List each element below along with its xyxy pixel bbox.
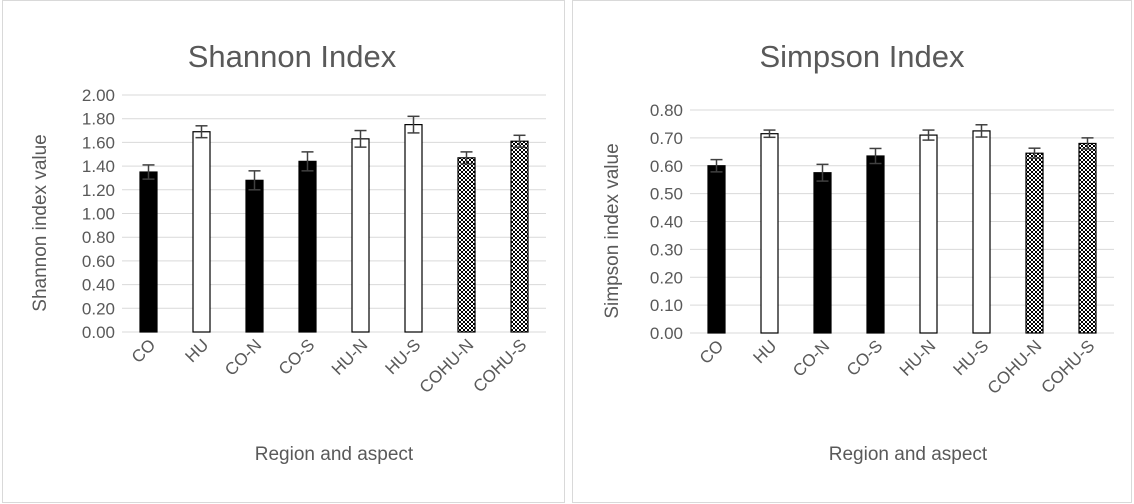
bar-hu-n bbox=[919, 134, 938, 334]
bar-co-s bbox=[866, 155, 885, 334]
x-tick-label: COHU-S bbox=[469, 335, 530, 396]
x-tick-label: COHU-N bbox=[984, 336, 1046, 398]
x-tick-label: COHU-S bbox=[1037, 336, 1098, 397]
y-tick-label: 1.40 bbox=[82, 157, 115, 176]
x-tick-label: COHU-N bbox=[416, 335, 478, 397]
x-tick-label: CO-N bbox=[221, 335, 265, 379]
x-tick-label: CO-S bbox=[843, 336, 886, 379]
bar-co bbox=[707, 165, 726, 334]
x-axis-label: Region and aspect bbox=[255, 444, 414, 465]
y-tick-label: 0.60 bbox=[82, 252, 115, 271]
y-tick-label: 1.60 bbox=[82, 133, 115, 152]
shannon-chart: Shannon Index Shannon index value Region… bbox=[30, 39, 546, 465]
x-tick-label: HU-N bbox=[896, 336, 939, 379]
x-tick-label: HU-N bbox=[328, 335, 371, 378]
y-tick-label: 1.80 bbox=[82, 110, 115, 129]
bar-co-s bbox=[298, 160, 317, 333]
y-tick-label: 0.70 bbox=[650, 129, 683, 148]
x-tick-label: HU-S bbox=[950, 336, 993, 379]
bar-hu-s bbox=[972, 130, 991, 334]
y-tick-label: 0.60 bbox=[650, 157, 683, 176]
y-tick-label: 0.40 bbox=[82, 276, 115, 295]
bar-cohu-s bbox=[510, 140, 529, 333]
bar-co bbox=[139, 171, 158, 333]
simpson-chart: Simpson Index Simpson index value Region… bbox=[602, 39, 1114, 465]
y-tick-label: 0.00 bbox=[650, 324, 683, 343]
y-tick-label: 0.20 bbox=[650, 268, 683, 287]
y-axis-label: Shannon index value bbox=[30, 134, 51, 311]
x-tick-label: CO bbox=[696, 336, 727, 367]
bar-co-n bbox=[813, 172, 832, 334]
bar-co-n bbox=[245, 179, 264, 333]
bar-cohu-n bbox=[1025, 152, 1044, 334]
x-tick-label: HU-S bbox=[382, 335, 425, 378]
bar-cohu-n bbox=[457, 157, 476, 333]
x-axis-label: Region and aspect bbox=[829, 444, 988, 465]
y-axis-label: Simpson index value bbox=[602, 143, 623, 318]
y-tick-label: 1.00 bbox=[82, 205, 115, 224]
y-tick-label: 0.80 bbox=[650, 101, 683, 120]
y-tick-label: 0.50 bbox=[650, 185, 683, 204]
simpson-chart-panel: Simpson Index Simpson index value Region… bbox=[572, 0, 1132, 503]
bar-cohu-s bbox=[1078, 142, 1097, 334]
y-tick-label: 0.30 bbox=[650, 240, 683, 259]
y-tick-label: 2.00 bbox=[82, 86, 115, 105]
x-tick-label: HU bbox=[750, 336, 781, 367]
x-tick-label: CO-N bbox=[789, 336, 833, 380]
x-tick-label: CO bbox=[128, 335, 159, 366]
y-tick-label: 0.10 bbox=[650, 296, 683, 315]
bar-hu bbox=[192, 131, 211, 333]
bar-hu bbox=[760, 133, 779, 334]
x-tick-label: CO-S bbox=[275, 335, 318, 378]
shannon-chart-panel: Shannon Index Shannon index value Region… bbox=[2, 0, 565, 503]
x-tick-label: HU bbox=[182, 335, 213, 366]
bar-hu-s bbox=[404, 124, 423, 333]
chart-title: Simpson Index bbox=[759, 39, 965, 74]
y-tick-label: 0.00 bbox=[82, 323, 115, 342]
y-tick-label: 0.40 bbox=[650, 213, 683, 232]
bar-hu-n bbox=[351, 138, 370, 333]
y-tick-label: 0.80 bbox=[82, 228, 115, 247]
y-tick-label: 1.20 bbox=[82, 181, 115, 200]
chart-title: Shannon Index bbox=[188, 39, 397, 74]
y-tick-label: 0.20 bbox=[82, 299, 115, 318]
